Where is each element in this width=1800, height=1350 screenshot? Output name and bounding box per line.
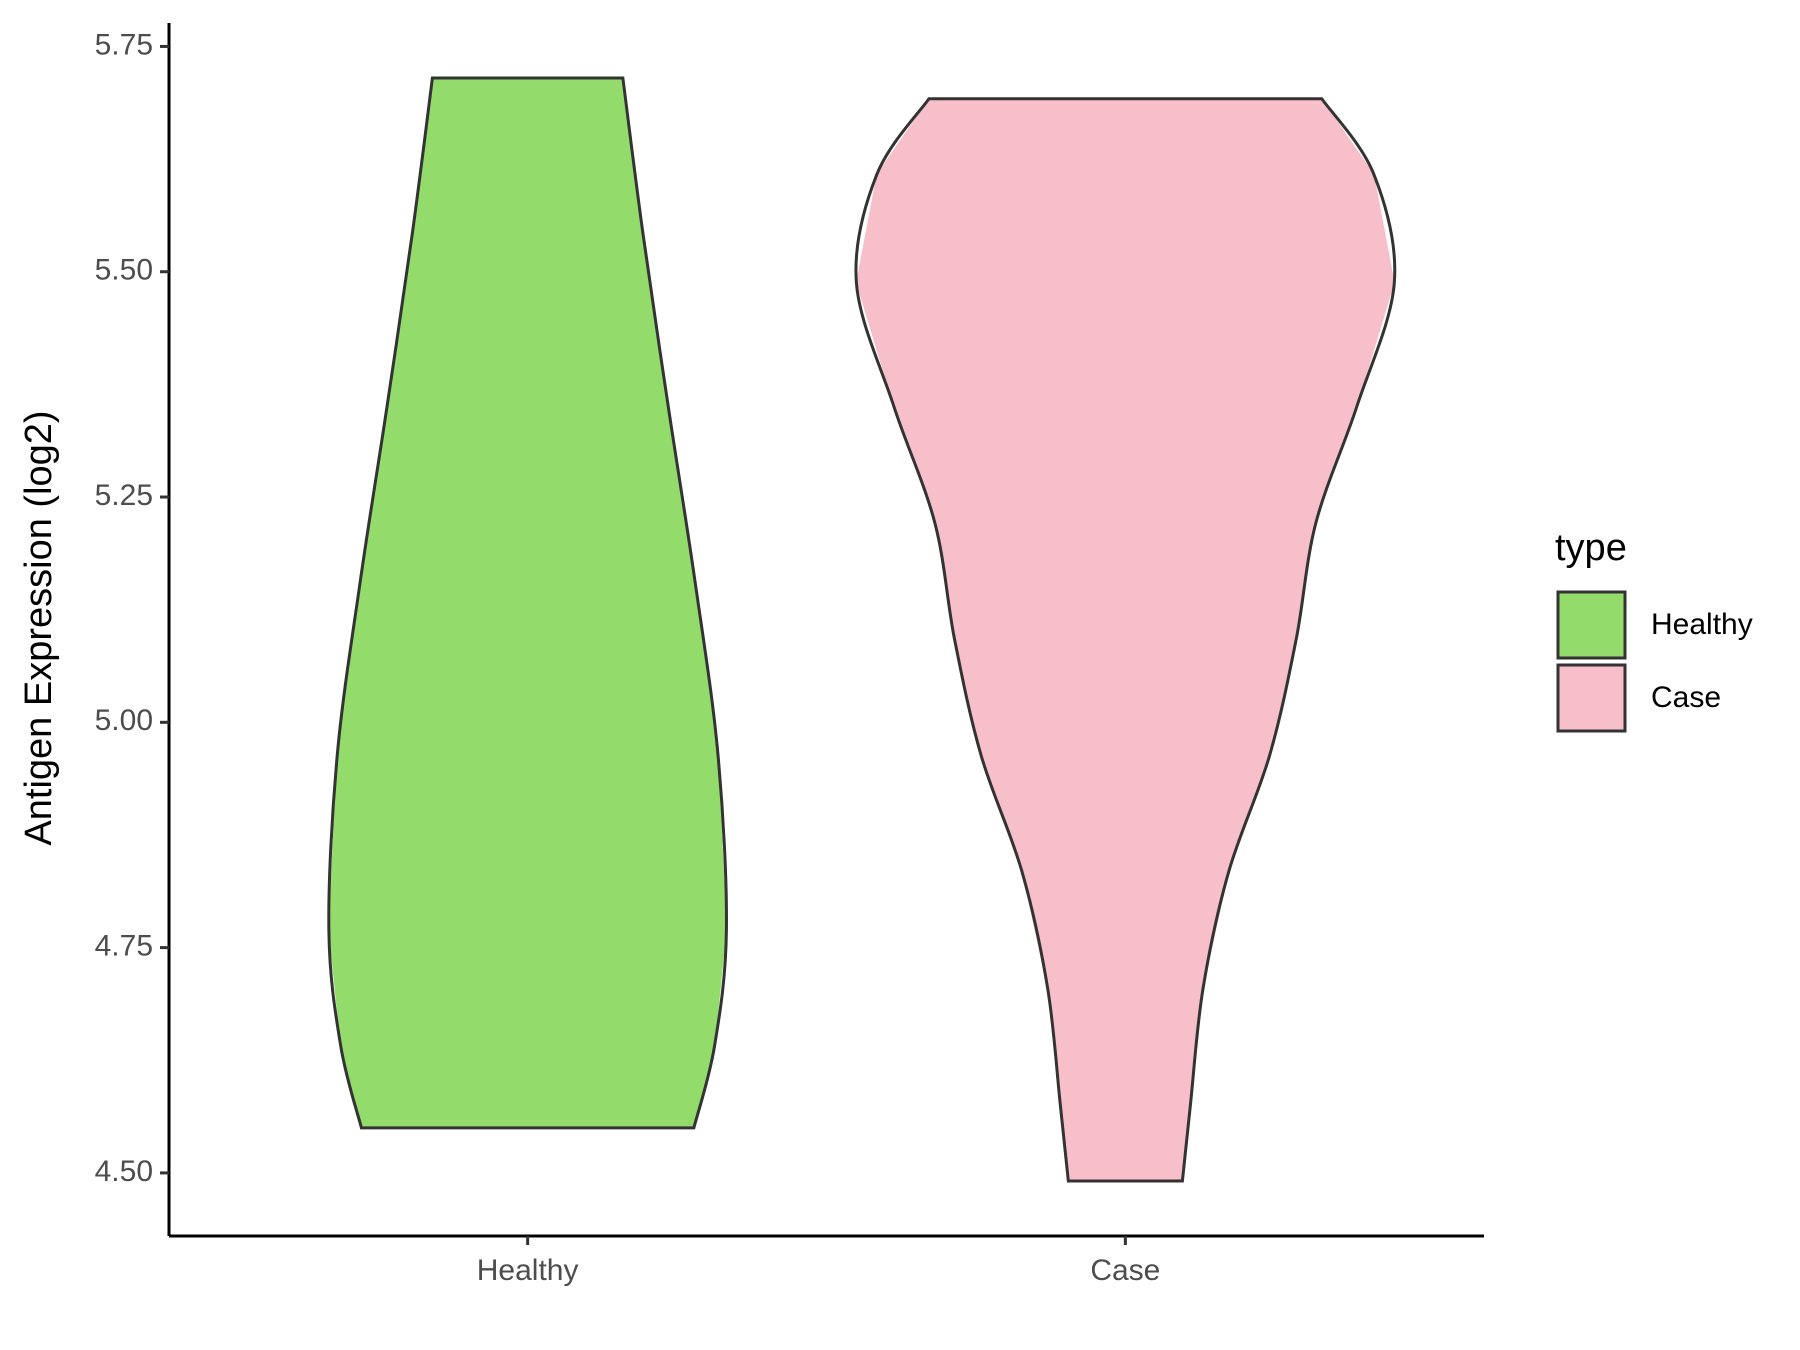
y-tick-label: 5.50 bbox=[95, 254, 153, 287]
violin-half bbox=[856, 98, 1126, 1182]
legend-label: Healthy bbox=[1651, 608, 1753, 641]
legend-label: Case bbox=[1651, 681, 1721, 714]
y-axis-title: Antigen Expression (log2) bbox=[18, 410, 60, 845]
x-tick-label: Case bbox=[1090, 1254, 1160, 1287]
legend-title: type bbox=[1555, 527, 1627, 569]
legend-key bbox=[1556, 590, 1627, 660]
y-tick-label: 5.25 bbox=[95, 479, 153, 512]
y-tick-label: 5.00 bbox=[95, 704, 153, 737]
violin-half bbox=[328, 77, 528, 1129]
x-tick-label: Healthy bbox=[477, 1254, 579, 1287]
violin-half bbox=[1125, 98, 1395, 1182]
y-tick-label: 4.75 bbox=[95, 930, 153, 963]
legend-key bbox=[1556, 663, 1627, 733]
violin-outline bbox=[854, 97, 1397, 1183]
violin-half bbox=[527, 77, 727, 1129]
y-tick-label: 5.75 bbox=[95, 28, 153, 61]
y-tick-label: 4.50 bbox=[95, 1155, 153, 1188]
violin-outline bbox=[327, 76, 728, 1130]
